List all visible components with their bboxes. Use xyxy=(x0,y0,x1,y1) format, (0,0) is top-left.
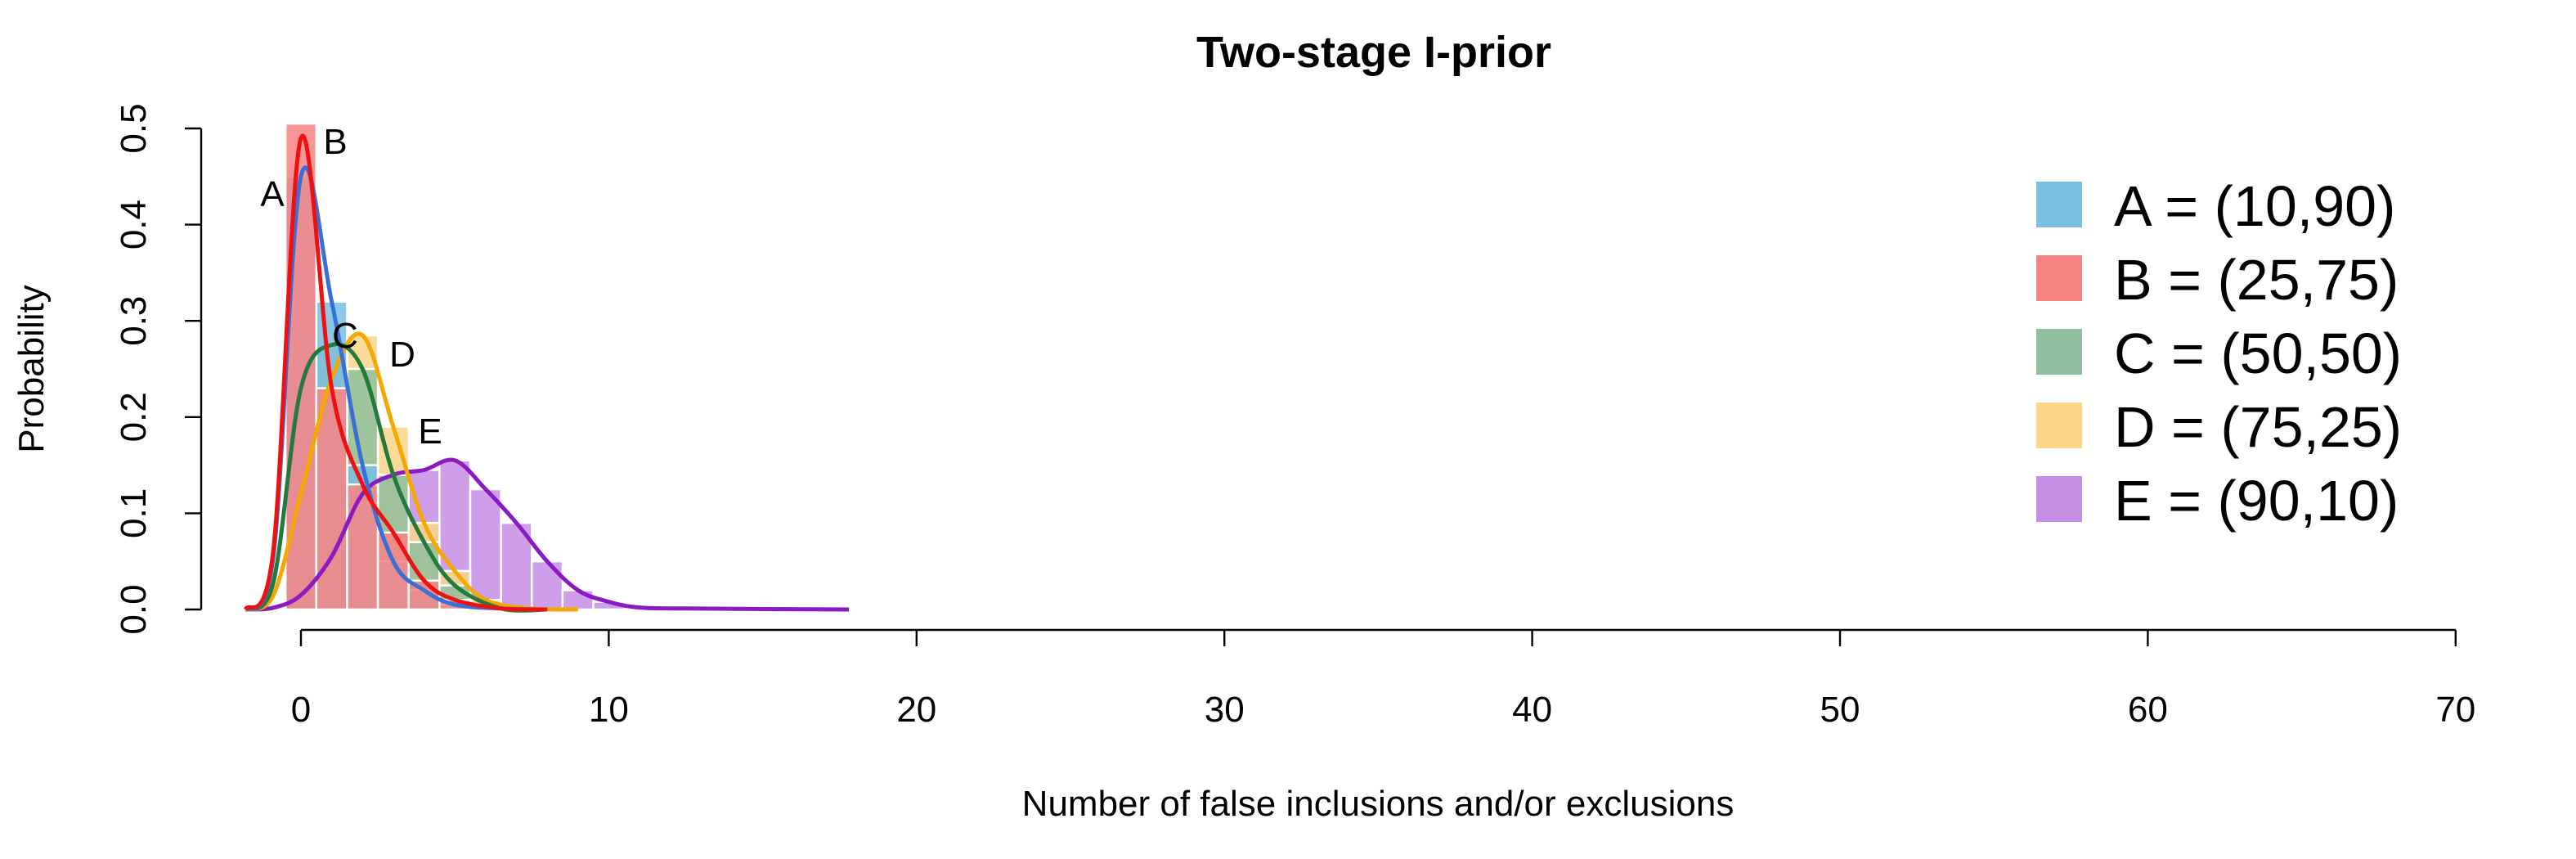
curve-c xyxy=(244,342,548,613)
series-label-b: B xyxy=(323,122,347,162)
legend-swatch-d xyxy=(2036,403,2082,448)
chart-title: Two-stage I-prior xyxy=(1196,28,1551,77)
legend-swatch-c xyxy=(2036,329,2082,375)
y-ticks: 0.0 0.1 0.2 0.3 0.4 0.5 xyxy=(114,103,201,635)
y-tick-label: 0.2 xyxy=(114,392,154,442)
axes xyxy=(200,128,2456,632)
x-tick-label: 30 xyxy=(1205,690,1245,730)
curve-d xyxy=(245,331,578,612)
x-tick-label: 0 xyxy=(291,690,311,730)
legend-label-c: C = (50,50) xyxy=(2114,322,2402,385)
legend-swatch-a xyxy=(2036,182,2082,227)
x-tick-label: 10 xyxy=(589,690,629,730)
legend-label-d: D = (75,25) xyxy=(2114,395,2402,459)
x-axis-title: Number of false inclusions and/or exclus… xyxy=(1022,784,1735,824)
x-ticks: 0 10 20 30 40 50 60 70 xyxy=(291,630,2475,730)
x-tick-label: 20 xyxy=(896,690,936,730)
series-label-e: E xyxy=(418,412,442,452)
bar-e xyxy=(561,589,595,611)
series-labels: AB C DE xyxy=(260,122,442,452)
curve-e xyxy=(245,457,850,612)
legend: A = (10,90) B = (25,75) C = (50,50) D = (75… xyxy=(2036,174,2402,533)
y-tick-label: 0.0 xyxy=(114,584,154,634)
series-label-d: D xyxy=(389,335,415,375)
legend-swatch-b xyxy=(2036,255,2082,301)
y-tick-label: 0.5 xyxy=(114,103,154,153)
x-tick-label: 60 xyxy=(2128,690,2168,730)
x-tick-label: 40 xyxy=(1512,690,1552,730)
series-label-c: C xyxy=(332,316,358,356)
series-label-a: A xyxy=(260,174,285,214)
x-tick-label: 50 xyxy=(1820,690,1860,730)
y-tick-label: 0.3 xyxy=(114,296,154,346)
bar-e xyxy=(531,560,564,611)
legend-swatch-e xyxy=(2036,476,2082,522)
y-tick-label: 0.4 xyxy=(114,200,154,250)
legend-label-a: A = (10,90) xyxy=(2114,174,2395,238)
legend-label-e: E = (90,10) xyxy=(2114,469,2399,533)
legend-label-b: B = (25,75) xyxy=(2114,248,2399,312)
curve-b xyxy=(243,133,548,612)
x-tick-label: 70 xyxy=(2435,690,2475,730)
y-tick-label: 0.1 xyxy=(114,488,154,538)
curves-layer xyxy=(243,133,850,613)
y-axis-title: Probability xyxy=(11,285,52,452)
bar-b xyxy=(376,531,410,611)
